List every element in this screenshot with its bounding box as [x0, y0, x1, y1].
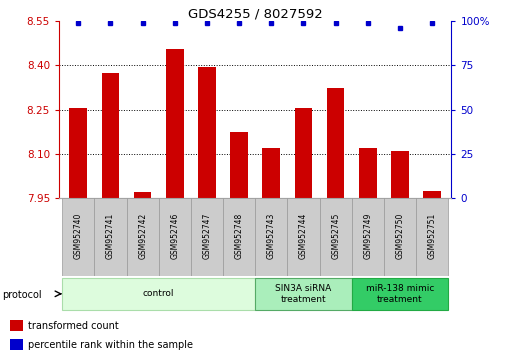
Text: GSM952746: GSM952746	[170, 212, 180, 259]
Bar	[10, 339, 23, 350]
Bar	[352, 198, 384, 276]
Bar	[166, 49, 184, 198]
Bar	[352, 278, 448, 310]
Bar	[423, 191, 441, 198]
Bar	[10, 320, 23, 331]
Text: GSM952751: GSM952751	[428, 212, 437, 259]
Bar	[198, 67, 216, 198]
Text: GSM952748: GSM952748	[234, 212, 244, 259]
Text: SIN3A siRNA
treatment: SIN3A siRNA treatment	[275, 284, 331, 303]
Bar	[416, 198, 448, 276]
Bar	[320, 198, 352, 276]
Text: transformed count: transformed count	[28, 320, 119, 331]
Bar	[255, 198, 287, 276]
Text: GSM952744: GSM952744	[299, 212, 308, 259]
Bar	[191, 198, 223, 276]
Bar	[327, 88, 345, 198]
Bar	[223, 198, 255, 276]
Text: protocol: protocol	[3, 290, 42, 299]
Bar	[69, 108, 87, 198]
Bar	[263, 148, 280, 198]
Bar	[255, 278, 352, 310]
Bar	[391, 151, 409, 198]
Bar	[230, 132, 248, 198]
Bar	[134, 192, 151, 198]
Bar	[102, 73, 120, 198]
Bar	[294, 108, 312, 198]
Text: GSM952742: GSM952742	[138, 212, 147, 259]
Bar	[62, 198, 94, 276]
Title: GDS4255 / 8027592: GDS4255 / 8027592	[188, 7, 323, 20]
Text: GSM952741: GSM952741	[106, 212, 115, 259]
Text: GSM952740: GSM952740	[74, 212, 83, 259]
Text: control: control	[143, 289, 174, 298]
Text: percentile rank within the sample: percentile rank within the sample	[28, 339, 193, 350]
Bar	[94, 198, 127, 276]
Text: GSM952745: GSM952745	[331, 212, 340, 259]
Text: GSM952750: GSM952750	[396, 212, 404, 259]
Bar	[159, 198, 191, 276]
Text: miR-138 mimic
treatment: miR-138 mimic treatment	[366, 284, 434, 303]
Bar	[287, 198, 320, 276]
Bar	[384, 198, 416, 276]
Bar	[127, 198, 159, 276]
Text: GSM952743: GSM952743	[267, 212, 276, 259]
Text: GSM952747: GSM952747	[203, 212, 211, 259]
Bar	[62, 278, 255, 310]
Text: GSM952749: GSM952749	[363, 212, 372, 259]
Bar	[359, 148, 377, 198]
